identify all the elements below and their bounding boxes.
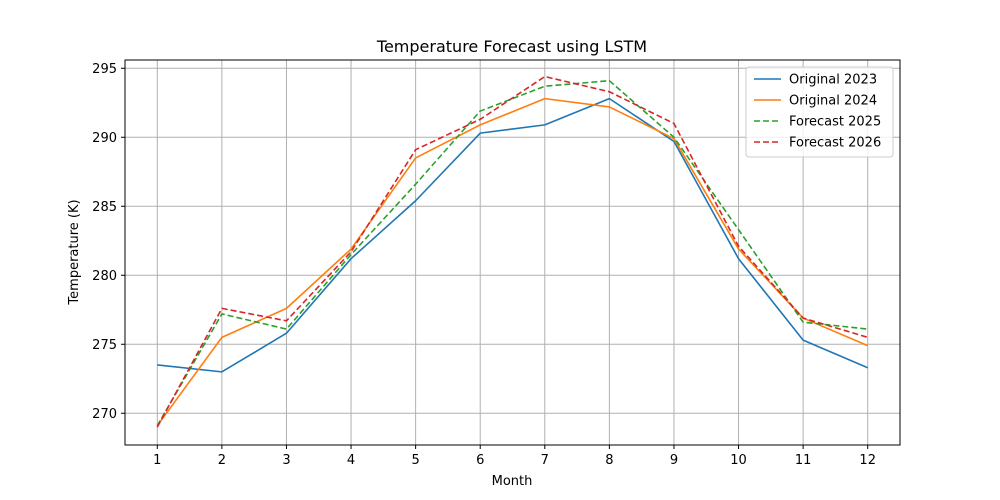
x-axis-label: Month xyxy=(492,474,533,489)
y-tick-label: 280 xyxy=(92,269,117,284)
x-tick-label: 8 xyxy=(605,453,613,468)
y-tick-label: 285 xyxy=(92,200,117,215)
series-line-forecast-2025 xyxy=(156,79,868,427)
series-line-original-2024 xyxy=(156,97,869,427)
x-tick-label: 11 xyxy=(795,453,812,468)
x-tick-label: 3 xyxy=(282,453,290,468)
legend-box xyxy=(745,66,894,158)
legend-label: Original 2023 xyxy=(789,73,877,88)
legend-label: Forecast 2026 xyxy=(789,136,881,151)
series-line-original-2023 xyxy=(157,97,869,373)
y-axis-label: Temperature (K) xyxy=(67,199,82,305)
x-tick-label: 9 xyxy=(670,453,678,468)
y-tick-label: 270 xyxy=(92,407,117,422)
x-tick-label: 4 xyxy=(347,453,355,468)
series-line-forecast-2026 xyxy=(156,75,868,428)
y-tick-label: 275 xyxy=(92,338,117,353)
plot-frame xyxy=(124,59,901,446)
legend-label: Original 2024 xyxy=(789,94,877,109)
legend-label: Forecast 2025 xyxy=(789,115,881,130)
x-tick-label: 6 xyxy=(476,453,484,468)
x-tick-label: 7 xyxy=(541,453,549,468)
chart-title: Temperature Forecast using LSTM xyxy=(376,37,647,56)
y-tick-label: 290 xyxy=(92,131,117,146)
x-tick-label: 5 xyxy=(411,453,419,468)
x-tick-label: 12 xyxy=(859,453,876,468)
series-layer xyxy=(156,75,869,428)
legend: Original 2023 Original 2024 Forecast 2025 F… xyxy=(745,66,894,158)
x-tick-label: 10 xyxy=(730,453,747,468)
x-tick-label: 2 xyxy=(218,453,226,468)
x-tick-label: 1 xyxy=(153,453,161,468)
y-tick-label: 295 xyxy=(92,62,117,77)
